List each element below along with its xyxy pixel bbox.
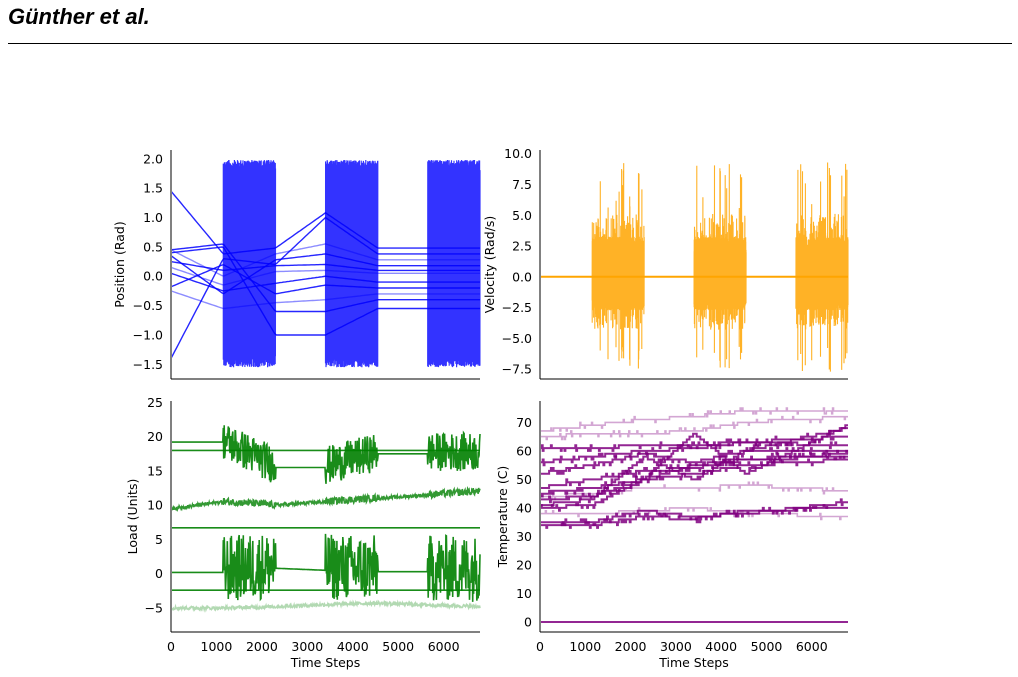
load-panel: −5 0 5 10 15 20 25 0 1000 2000 3000 4000 5000 6000 Loa… xyxy=(125,395,481,670)
position-active-band xyxy=(324,159,379,368)
velocity-active-band xyxy=(693,164,747,369)
temperature-ytick-label: 70 xyxy=(516,415,532,430)
temperature-series-line xyxy=(541,447,848,475)
temperature-series-line xyxy=(541,424,848,512)
position-ytick-label: 1.5 xyxy=(143,181,163,196)
temperature-ytick-label: 30 xyxy=(516,529,532,544)
temperature-xtick-label: 5000 xyxy=(751,639,783,654)
load-xtick-label: 0 xyxy=(167,639,175,654)
temperature-xtick-label: 1000 xyxy=(569,639,601,654)
load-xtick-label: 4000 xyxy=(337,639,369,654)
position-ytick-label: −0.5 xyxy=(133,298,163,313)
load-ytick-label: 5 xyxy=(155,532,163,547)
temperature-ytick-label: 20 xyxy=(516,557,532,572)
load-ytick-label: −5 xyxy=(145,601,163,616)
load-ylabel: Load (Units) xyxy=(125,479,140,555)
velocity-active-band xyxy=(591,163,645,369)
temperature-xlabel: Time Steps xyxy=(658,655,729,670)
load-xlabel: Time Steps xyxy=(290,655,361,670)
temperature-series-line xyxy=(541,427,848,507)
temperature-ytick-label: 50 xyxy=(516,472,532,487)
position-ytick-label: 0.5 xyxy=(143,239,163,254)
position-ytick-label: 2.0 xyxy=(143,151,163,166)
temperature-panel: 0 10 20 30 40 50 60 70 0 1000 2000 3000 4000 5000 6000… xyxy=(495,401,849,670)
temperature-ylabel: Temperature (C) xyxy=(495,466,510,569)
load-ytick-label: 10 xyxy=(147,498,163,513)
header-rule xyxy=(8,43,1012,44)
temperature-series-line xyxy=(541,407,848,432)
temperature-xtick-label: 3000 xyxy=(660,639,692,654)
temperature-series-line xyxy=(541,415,848,441)
load-xtick-label: 1000 xyxy=(201,639,233,654)
load-series-line xyxy=(172,533,481,602)
temperature-xtick-label: 6000 xyxy=(796,639,828,654)
temperature-xtick-label: 2000 xyxy=(615,639,647,654)
load-series-line xyxy=(172,425,481,484)
temperature-series-line xyxy=(541,504,848,529)
temperature-xtick-label: 4000 xyxy=(705,639,737,654)
load-ytick-label: 15 xyxy=(147,463,163,478)
load-xtick-label: 3000 xyxy=(291,639,323,654)
velocity-ytick-label: 0.0 xyxy=(512,269,532,284)
position-ytick-label: −1.5 xyxy=(133,357,163,372)
velocity-ytick-label: −5.0 xyxy=(502,331,532,346)
load-ytick-label: 20 xyxy=(147,429,163,444)
position-active-band xyxy=(222,159,277,368)
position-active-band xyxy=(427,159,481,368)
velocity-ytick-label: 7.5 xyxy=(512,177,532,192)
velocity-ytick-label: 10.0 xyxy=(504,146,532,161)
temperature-series-line xyxy=(541,455,848,498)
load-xtick-label: 2000 xyxy=(246,639,278,654)
position-panel: −1.5 −1.0 −0.5 0.0 0.5 1.0 1.5 2.0 Position (Rad… xyxy=(112,150,481,380)
temperature-series-line xyxy=(541,507,848,521)
load-ytick-label: 0 xyxy=(155,566,163,581)
temperature-ytick-label: 0 xyxy=(524,615,532,630)
load-series-line xyxy=(172,599,481,613)
temperature-ytick-label: 40 xyxy=(516,500,532,515)
temperature-ytick-label: 60 xyxy=(516,443,532,458)
velocity-panel: −7.5 −5.0 −2.5 0.0 2.5 5.0 7.5 10.0 Velocity (Ra… xyxy=(482,146,849,380)
velocity-ytick-label: 2.5 xyxy=(512,239,532,254)
temperature-xtick-label: 0 xyxy=(536,639,544,654)
velocity-ylabel: Velocity (Rad/s) xyxy=(482,216,497,314)
position-ytick-label: 0.0 xyxy=(143,269,163,284)
load-xtick-label: 5000 xyxy=(382,639,414,654)
velocity-ytick-label: 5.0 xyxy=(512,208,532,223)
temperature-ytick-label: 10 xyxy=(516,586,532,601)
load-xtick-label: 6000 xyxy=(428,639,460,654)
page-header-title: Günther et al. xyxy=(8,4,150,29)
load-ytick-label: 25 xyxy=(147,395,163,410)
position-ytick-label: 1.0 xyxy=(143,210,163,225)
velocity-ytick-label: −7.5 xyxy=(502,362,532,377)
velocity-active-band xyxy=(795,162,849,372)
position-ytick-label: −1.0 xyxy=(133,327,163,342)
load-series-line xyxy=(172,486,481,512)
velocity-ytick-label: −2.5 xyxy=(502,300,532,315)
position-ylabel: Position (Rad) xyxy=(112,221,127,307)
